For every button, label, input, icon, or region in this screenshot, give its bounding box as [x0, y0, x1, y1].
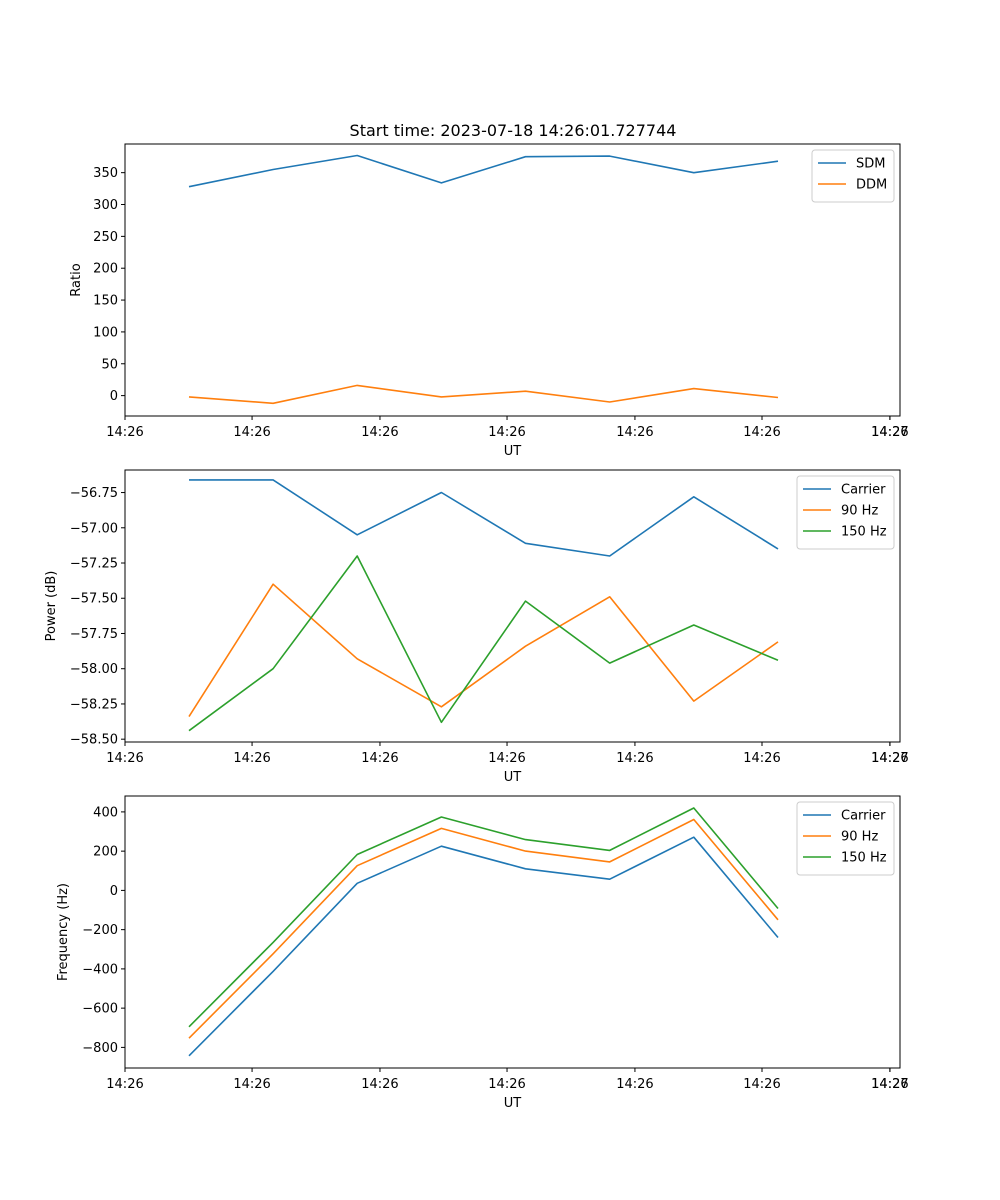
power-y-tick-label: −57.25 [70, 557, 118, 572]
ratio-y-tick-label: 150 [93, 294, 118, 309]
frequency-legend-label: 90 Hz [841, 830, 878, 845]
power-x-tick-label: 14:26 [743, 751, 780, 766]
ratio-x-tick-label: 14:26 [616, 425, 653, 440]
frequency-legend-label: Carrier [841, 809, 886, 824]
power-series-line-carrier [189, 479, 779, 557]
frequency-axes-frame [124, 795, 901, 1069]
frequency-y-tick-label: −400 [82, 962, 118, 977]
power-series-line-150-hz [188, 555, 779, 732]
ratio-y-axis-label: Ratio [69, 263, 84, 296]
ratio-x-tick-label: 14:26 [743, 425, 780, 440]
frequency-x-tick-label: 14:26 [233, 1077, 270, 1092]
frequency-y-tick-label: 200 [93, 845, 118, 860]
frequency-x-tick-label: 14:26 [361, 1077, 398, 1092]
ratio-x-tick-label: 14:26 [488, 425, 525, 440]
power-y-tick-label: −57.50 [70, 592, 118, 607]
power-axes-frame [124, 469, 901, 743]
panel-ratio: 14:26 14:26 14:26 14:26 14:26 14:26 14:2614:27… [69, 143, 909, 459]
ratio-y-tick-label: 250 [93, 230, 118, 245]
power-y-tick-label: −57.75 [70, 627, 118, 642]
panel-frequency: 14:26 14:26 14:26 14:26 14:26 14:26 14:2614:27… [56, 795, 909, 1111]
frequency-series-line-90-hz [188, 818, 779, 1039]
ratio-y-tick-label: 200 [93, 262, 118, 277]
frequency-y-tick-label: 0 [110, 884, 118, 899]
ratio-x-tick-label: 14:26 [233, 425, 270, 440]
frequency-x-tick-label: 14:27 [871, 1077, 908, 1092]
power-x-tick-label: 14:27 [871, 751, 908, 766]
frequency-x-axis-label: UT [504, 1096, 522, 1111]
ratio-axes-frame [124, 143, 901, 417]
frequency-series-line-150-hz [188, 807, 779, 1028]
power-x-tick-label: 14:26 [106, 751, 143, 766]
frequency-y-tick-label: −200 [82, 923, 118, 938]
ratio-legend-label: SDM [856, 157, 885, 172]
frequency-y-tick-label: −600 [82, 1002, 118, 1017]
frequency-series-line-carrier [188, 836, 779, 1057]
frequency-x-tick-label: 14:26 [871, 1077, 908, 1092]
frequency-y-axis-label: Frequency (Hz) [56, 883, 71, 981]
ratio-y-tick-label: 0 [110, 389, 118, 404]
power-y-tick-label: −58.50 [70, 733, 118, 748]
frequency-legend-label: 150 Hz [841, 851, 887, 866]
ratio-x-tick-label: 14:27 [871, 425, 908, 440]
power-series-line-90-hz [188, 583, 779, 718]
ratio-x-tick-label: 14:26 [871, 425, 908, 440]
power-x-tick-label: 14:26 [233, 751, 270, 766]
frequency-x-tick-label: 14:26 [616, 1077, 653, 1092]
power-x-tick-label: 14:26 [488, 751, 525, 766]
power-y-axis-label: Power (dB) [44, 571, 59, 642]
power-legend-label: 150 Hz [841, 525, 887, 540]
power-legend-label: 90 Hz [841, 504, 878, 519]
power-y-tick-label: −56.75 [70, 486, 118, 501]
ratio-y-tick-label: 50 [101, 357, 118, 372]
power-legend-label: Carrier [841, 483, 886, 498]
figure-title: Start time: 2023-07-18 14:26:01.727744 [350, 121, 677, 140]
ratio-x-tick-label: 14:26 [106, 425, 143, 440]
power-x-tick-label: 14:26 [361, 751, 398, 766]
power-y-tick-label: −58.00 [70, 662, 118, 677]
ratio-y-tick-label: 100 [93, 325, 118, 340]
frequency-x-tick-label: 14:26 [488, 1077, 525, 1092]
power-x-tick-label: 14:26 [616, 751, 653, 766]
power-x-tick-label: 14:26 [871, 751, 908, 766]
ratio-legend-label: DDM [856, 178, 887, 193]
power-y-tick-label: −58.25 [70, 697, 118, 712]
power-x-axis-label: UT [504, 770, 522, 785]
ratio-y-tick-label: 300 [93, 198, 118, 213]
panel-power: 14:26 14:26 14:26 14:26 14:26 14:26 14:2614:27… [44, 469, 909, 785]
ratio-series-line-sdm [188, 154, 779, 188]
power-y-tick-label: −57.00 [70, 521, 118, 536]
frequency-y-tick-label: −800 [82, 1041, 118, 1056]
ratio-x-tick-label: 14:26 [361, 425, 398, 440]
ratio-y-tick-label: 350 [93, 166, 118, 181]
frequency-x-tick-label: 14:26 [743, 1077, 780, 1092]
frequency-y-tick-label: 400 [93, 805, 118, 820]
ratio-series-line-ddm [188, 384, 779, 405]
frequency-x-tick-label: 14:26 [106, 1077, 143, 1092]
ratio-x-axis-label: UT [504, 444, 522, 459]
